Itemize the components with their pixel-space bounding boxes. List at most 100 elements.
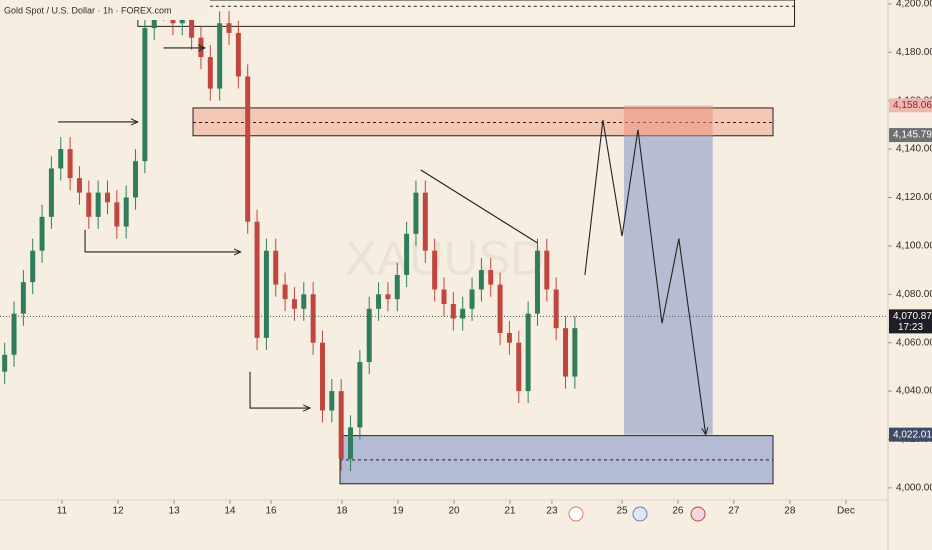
candle-body <box>291 299 297 309</box>
event-icons <box>568 506 706 522</box>
candle-body <box>142 28 148 162</box>
candle-body <box>58 149 64 169</box>
y-tick-label: 4,200.00 <box>896 0 932 10</box>
candle-body <box>525 313 531 392</box>
candle-body <box>572 328 578 377</box>
x-tick-label: 27 <box>728 506 740 517</box>
x-tick-label: 18 <box>336 506 348 517</box>
drawn-line <box>249 371 310 408</box>
candle-body <box>310 294 316 343</box>
candle-body <box>235 32 241 77</box>
candle-body <box>95 192 101 217</box>
x-tick-label: 11 <box>57 506 68 517</box>
event-icon[interactable] <box>568 506 584 522</box>
zone <box>137 0 796 27</box>
candle-body <box>422 192 428 251</box>
candle-body <box>48 168 54 217</box>
candle-body <box>30 250 36 283</box>
candle-body <box>348 427 354 459</box>
candle-body <box>39 216 45 251</box>
event-icon[interactable] <box>632 506 648 522</box>
drawn-line <box>420 169 538 244</box>
candle-body <box>385 294 391 300</box>
y-tick-label: 4,100.00 <box>896 241 932 252</box>
y-tick-label: 4,180.00 <box>896 47 932 58</box>
x-tick-label: 21 <box>504 506 516 517</box>
plot-background <box>0 0 888 500</box>
x-tick-label: Dec <box>837 506 855 517</box>
candle-body <box>497 284 503 334</box>
candle-body <box>263 250 269 338</box>
candle-body <box>11 313 17 355</box>
candle-body <box>329 391 335 411</box>
candle-body <box>207 57 213 89</box>
candle-body <box>450 303 456 319</box>
chart-title: Gold Spot / U.S. Dollar · 1h · FOREX.com <box>4 5 172 15</box>
candle-body <box>86 192 92 217</box>
drawn-line <box>84 229 241 252</box>
candle-body <box>544 250 550 290</box>
candle-body <box>460 308 466 319</box>
target-reward <box>623 135 713 435</box>
candle-body <box>282 284 288 300</box>
candle-body <box>189 13 195 38</box>
candle-body <box>506 333 512 343</box>
price-label-bg <box>889 98 932 113</box>
candle-body <box>20 282 26 314</box>
candle-body <box>478 270 484 290</box>
candle-body <box>553 289 559 329</box>
candle-body <box>516 342 522 392</box>
candle-body <box>534 250 540 314</box>
candle-body <box>273 250 279 285</box>
countdown-label: 17:23 <box>898 322 923 333</box>
candle-body <box>76 178 82 193</box>
candle-body <box>226 23 232 33</box>
candle-body <box>254 221 260 338</box>
candle-body <box>413 192 419 234</box>
candle-body <box>394 274 400 300</box>
candle-body <box>404 233 410 275</box>
candle-body <box>133 161 139 198</box>
price-label: 4,158.06 <box>893 100 932 111</box>
y-tick-label: 4,140.00 <box>896 144 932 155</box>
x-tick-label: 26 <box>672 506 684 517</box>
price-label-bg <box>889 427 932 442</box>
x-tick-label: 12 <box>112 506 124 517</box>
y-tick-label: 4,000.00 <box>896 483 932 494</box>
y-tick-label: 4,060.00 <box>896 337 932 348</box>
x-tick-label: 19 <box>392 506 404 517</box>
candle-body <box>104 192 110 203</box>
x-tick-label: 28 <box>784 506 796 517</box>
candle-body <box>301 294 307 309</box>
title-background <box>0 0 210 20</box>
candle-body <box>441 289 447 304</box>
candle-body <box>432 250 438 290</box>
y-tick-label: 4,080.00 <box>896 289 932 300</box>
x-tick-label: 25 <box>617 506 629 517</box>
price-label: 4,070.87 <box>893 311 932 322</box>
candle-body <box>67 149 73 179</box>
drawn-line <box>584 119 706 435</box>
price-label: 4,145.79 <box>893 130 932 141</box>
y-tick-label: 4,120.00 <box>896 192 932 203</box>
price-label-bg <box>889 309 932 334</box>
candle-body <box>245 76 251 222</box>
candle-body <box>366 308 372 363</box>
candle-body <box>488 270 494 285</box>
event-icon[interactable] <box>690 506 706 522</box>
candle-body <box>376 294 382 309</box>
candle-body <box>469 289 475 309</box>
candle-body <box>217 23 223 89</box>
candle-body <box>114 202 120 227</box>
candle-body <box>2 354 8 372</box>
candle-body <box>357 362 363 428</box>
candle-body <box>123 197 129 227</box>
watermark: XAUUSD <box>345 233 545 286</box>
y-tick-label: 4,040.00 <box>896 386 932 397</box>
x-tick-label: 16 <box>266 506 278 517</box>
price-label: 4,022.01 <box>893 429 932 440</box>
x-tick-label: 20 <box>448 506 460 517</box>
x-tick-label: 23 <box>546 506 558 517</box>
